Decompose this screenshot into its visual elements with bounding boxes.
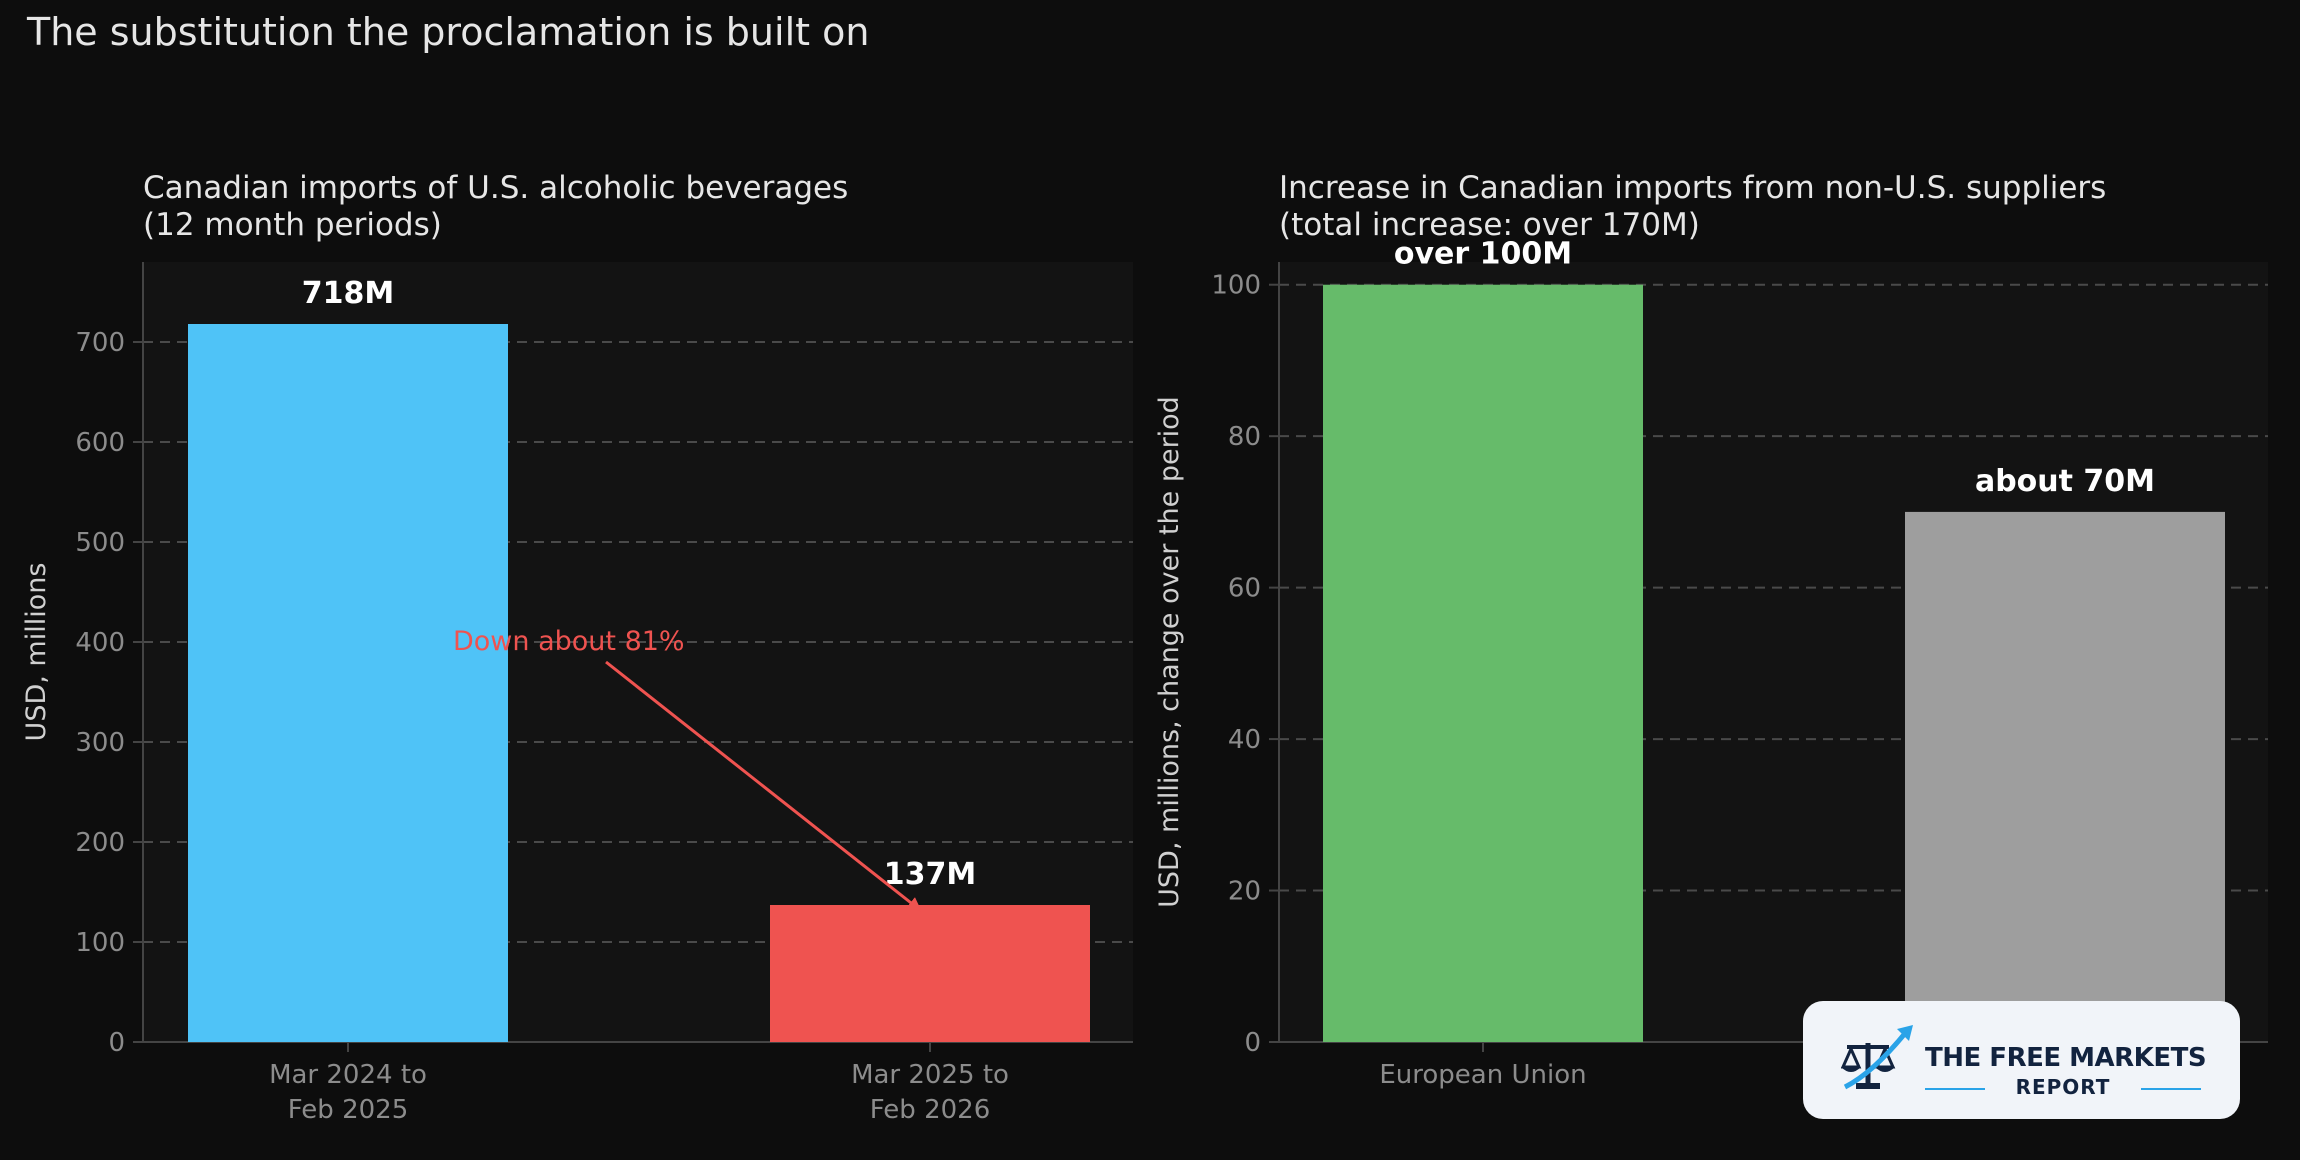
chart-left-us-imports: Canadian imports of U.S. alcoholic bever… (21, 170, 1133, 1125)
chart-subtitle: (total increase: over 170M) (1279, 207, 1700, 243)
y-tick-label: 700 (75, 328, 125, 358)
annotation-text: Down about 81% (453, 626, 685, 657)
y-tick-label: 20 (1228, 877, 1261, 907)
x-tick-label: Mar 2024 to (269, 1060, 427, 1090)
logo-subtitle: REPORT (1925, 1075, 2201, 1099)
y-tick-label: 100 (75, 928, 125, 958)
y-tick-label: 60 (1228, 574, 1261, 604)
y-tick-label: 300 (75, 728, 125, 758)
bar (1905, 511, 2225, 1042)
annotation-arrow (605, 660, 922, 912)
y-tick-label: 100 (1211, 271, 1261, 301)
x-tick-label: Feb 2026 (870, 1095, 990, 1125)
y-tick-label: 0 (1244, 1028, 1261, 1058)
bar (188, 324, 508, 1042)
scales-of-justice-with-upward-arrow-icon (1841, 1025, 1913, 1090)
y-tick-label: 40 (1228, 725, 1261, 755)
y-tick-label: 600 (75, 428, 125, 458)
bar-value-label: 718M (302, 276, 394, 311)
x-tick-label: Mar 2025 to (851, 1060, 1009, 1090)
y-tick-label: 400 (75, 628, 125, 658)
y-tick-label: 500 (75, 528, 125, 558)
x-tick-label: European Union (1379, 1060, 1586, 1090)
bar (770, 905, 1090, 1042)
brand-logo: THE FREE MARKETS REPORT (1803, 1001, 2240, 1119)
y-tick-label: 0 (108, 1028, 125, 1058)
y-axis-label: USD, millions (21, 563, 52, 742)
y-tick-label: 80 (1228, 422, 1261, 452)
chart-title: Canadian imports of U.S. alcoholic bever… (143, 170, 848, 206)
bar-value-label: about 70M (1975, 464, 2155, 499)
bar-value-label: 137M (884, 857, 976, 892)
chart-title: Increase in Canadian imports from non-U.… (1279, 170, 2106, 206)
y-axis-label: USD, millions, change over the period (1154, 396, 1185, 908)
bar (1323, 284, 1643, 1042)
x-tick-label: Feb 2025 (288, 1095, 408, 1125)
y-tick-label: 200 (75, 828, 125, 858)
page-title: The substitution the proclamation is bui… (27, 10, 870, 54)
bar-value-label: over 100M (1394, 237, 1572, 272)
chart-right-non-us-increase: Increase in Canadian imports from non-U.… (1154, 170, 2268, 1090)
logo-wordmark: THE FREE MARKETS (1925, 1043, 2207, 1073)
chart-subtitle: (12 month periods) (143, 207, 442, 243)
